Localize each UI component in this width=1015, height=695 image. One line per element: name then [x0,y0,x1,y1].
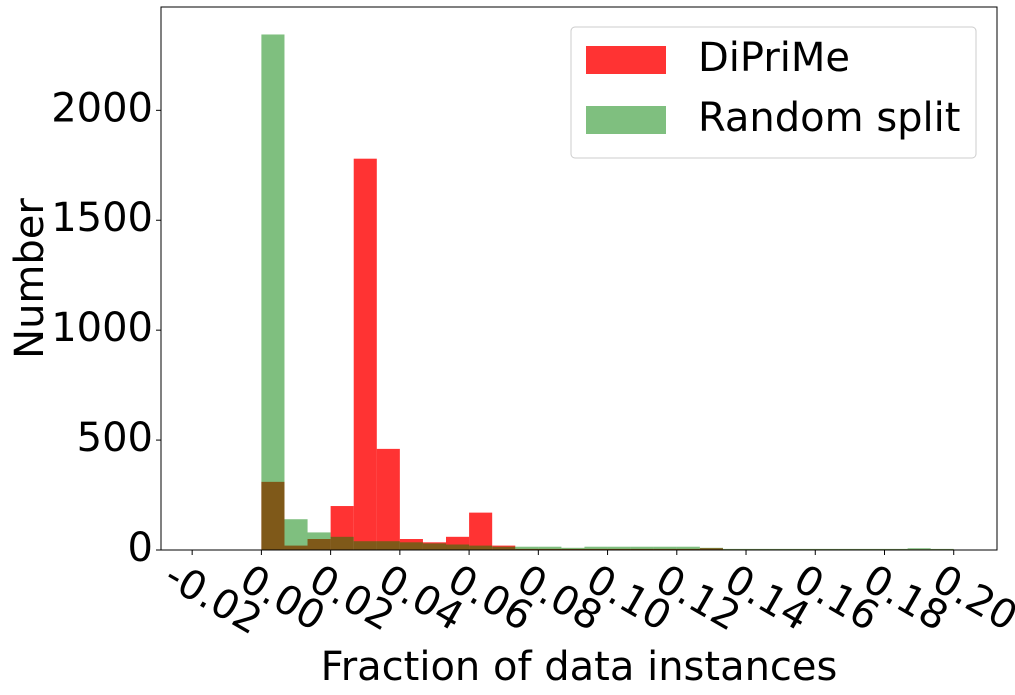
bar-diprime [353,158,377,550]
bar-random-split [838,548,862,550]
bar-random-split [538,546,562,550]
legend-label-random-split: Random split [698,95,960,141]
y-tick-label: 1500 [51,195,153,241]
bar-random-split [930,548,954,550]
bar-random-split [769,548,793,550]
bar-random-split [469,545,493,550]
bar-random-split [746,548,770,550]
bar-random-split [376,541,400,550]
bar-random-split [815,548,839,550]
bar-random-split [307,532,331,550]
bar-random-split [330,536,354,550]
bar-random-split [653,546,677,550]
bar-random-split [676,546,700,550]
bar-random-split [561,547,585,550]
ticks-layer: -0.020.000.020.040.060.080.100.120.140.1… [51,85,1015,644]
legend-swatch-diprime [586,46,666,74]
bar-random-split [607,546,631,550]
y-axis-label: Number [7,198,53,359]
bar-random-split [792,548,816,550]
bar-random-split [722,548,747,550]
legend-label-diprime: DiPriMe [698,35,850,81]
bar-random-split [907,548,931,550]
bar-random-split [630,546,654,550]
plot-frame [160,6,998,551]
bar-random-split [861,548,885,550]
bar-random-split [515,546,539,550]
y-tick-label: 0 [128,525,153,571]
bar-random-split [284,519,308,550]
y-tick-label: 500 [77,415,153,461]
bar-diprime [376,448,400,550]
bars-layer [261,34,954,551]
y-tick-label: 1000 [51,305,153,351]
legend-box [570,26,977,159]
bar-random-split [446,544,470,550]
bar-diprime [469,512,493,550]
legend-swatch-random-split [586,106,666,134]
y-tick-label: 2000 [51,85,153,131]
bar-random-split [399,542,423,550]
bar-random-split [353,541,377,550]
legend: DiPriMe Random split [570,26,977,159]
bar-random-split [584,546,608,550]
bar-random-split [884,548,908,550]
bar-random-split [699,547,723,550]
bar-random-split [261,34,285,551]
bar-random-split [422,543,447,550]
x-axis-label: Fraction of data instances [321,644,838,690]
bar-random-split [492,546,516,550]
